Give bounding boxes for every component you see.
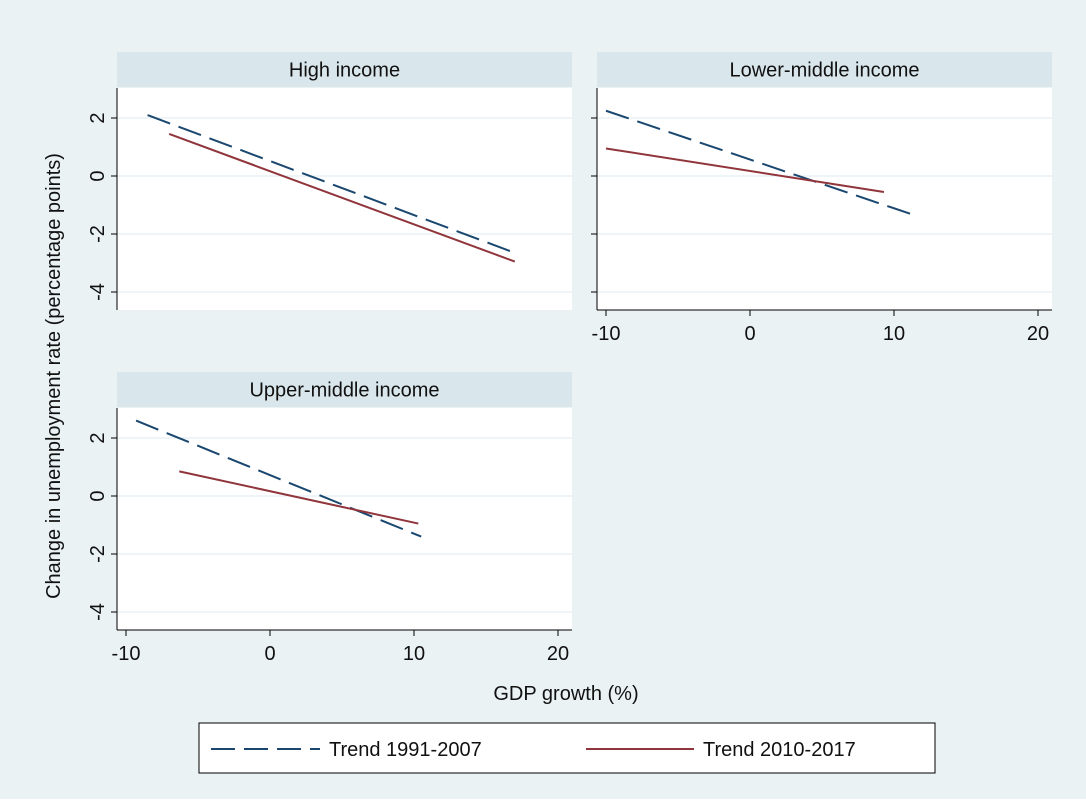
series-line-2010-2017: [168, 133, 516, 263]
panel-title: Lower-middle income: [729, 60, 919, 82]
y-tick-label: 0: [87, 170, 109, 181]
plot-area: [117, 408, 572, 630]
x-tick-label: 10: [403, 643, 425, 665]
y-tick-label: 2: [87, 112, 109, 123]
y-axis-label: Change in unemployment rate (percentage …: [43, 153, 65, 599]
panel-1: Lower-middle income -10 0 10 20: [591, 52, 1052, 345]
plot-area: [597, 88, 1052, 310]
x-tick-label: 20: [547, 643, 569, 665]
panel-strip: [117, 52, 572, 87]
legend-label-1: Trend 2010-2017: [703, 739, 856, 761]
panel-title: High income: [289, 60, 400, 82]
y-tick-label: -4: [87, 603, 109, 621]
series-line-1991-2007: [135, 419, 422, 538]
legend-box: [198, 722, 936, 774]
y-tick-label: 2: [87, 432, 109, 443]
x-tick-label: 0: [744, 323, 755, 345]
y-tick-label: -2: [87, 545, 109, 563]
x-tick-label: 0: [264, 643, 275, 665]
series-line-2010-2017: [605, 147, 885, 193]
legend: Trend 1991-2007 Trend 2010-2017: [198, 722, 936, 774]
x-tick-label: -10: [112, 643, 141, 665]
panel-strip: [117, 372, 572, 407]
x-axis-label: GDP growth (%): [493, 683, 638, 705]
x-tick-label: 10: [883, 323, 905, 345]
series-line-2010-2017: [179, 470, 419, 525]
x-tick-label: 20: [1027, 323, 1049, 345]
y-tick-label: 0: [87, 490, 109, 501]
panel-0: High income 2 0 -2 -4: [87, 52, 572, 310]
panel-strip: [597, 52, 1052, 87]
panel-title: Upper-middle income: [249, 380, 439, 402]
series-line-1991-2007: [605, 109, 919, 218]
legend-label-0: Trend 1991-2007: [329, 739, 482, 761]
y-tick-label: -2: [87, 225, 109, 243]
x-tick-label: -10: [592, 323, 621, 345]
y-tick-label: -4: [87, 283, 109, 301]
